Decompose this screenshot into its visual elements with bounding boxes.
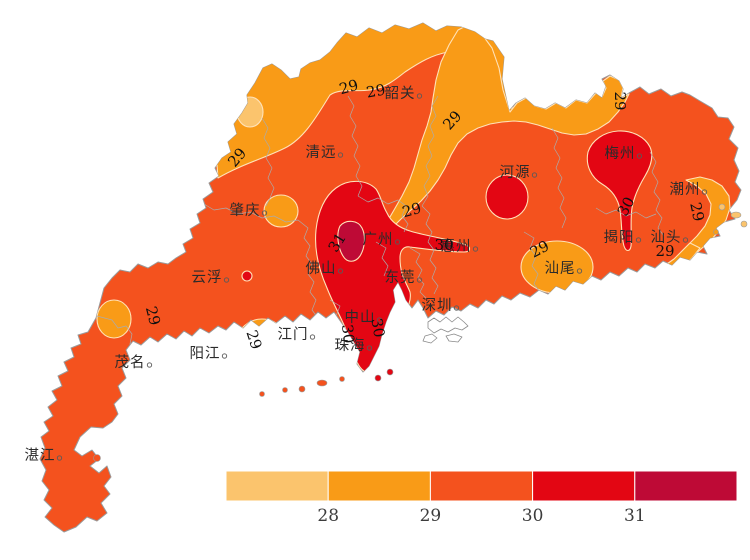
city-label-湛江: 湛江 bbox=[25, 447, 56, 464]
legend-color-swatch bbox=[429, 470, 534, 502]
legend-color-swatch bbox=[634, 470, 738, 502]
island bbox=[339, 376, 345, 382]
city-marker bbox=[221, 353, 228, 359]
city-label-肇庆: 肇庆 bbox=[230, 202, 261, 219]
island bbox=[713, 229, 719, 235]
contour-value-label: 29 bbox=[242, 328, 265, 352]
island bbox=[259, 391, 265, 397]
city-marker bbox=[309, 334, 316, 340]
city-marker bbox=[366, 345, 373, 351]
city-marker bbox=[56, 455, 63, 461]
city-label-梅州: 梅州 bbox=[605, 145, 636, 162]
city-label-佛山: 佛山 bbox=[306, 260, 337, 277]
legend-tick-label: 30 bbox=[522, 506, 544, 526]
contour-value-label: 29 bbox=[686, 201, 708, 223]
city-label-珠海: 珠海 bbox=[335, 337, 366, 354]
hongkong-outline bbox=[422, 316, 469, 344]
city-label-韶关: 韶关 bbox=[385, 85, 416, 102]
city-label-东莞: 东莞 bbox=[385, 269, 416, 286]
island bbox=[386, 368, 394, 376]
island bbox=[298, 385, 306, 393]
island bbox=[282, 387, 288, 393]
legend-tick-label: 31 bbox=[624, 506, 646, 526]
spot-30-31-yunfu bbox=[241, 270, 253, 282]
contour-value-label: 29 bbox=[655, 242, 674, 260]
city-marker bbox=[636, 153, 643, 159]
island bbox=[740, 220, 748, 228]
city-marker bbox=[337, 268, 344, 274]
city-marker bbox=[453, 305, 460, 311]
region-under-28-nw bbox=[236, 96, 264, 128]
city-marker bbox=[394, 239, 401, 245]
city-label-清远: 清远 bbox=[306, 144, 337, 161]
city-label-揭阳: 揭阳 bbox=[604, 229, 635, 246]
contour-value-label: 29 bbox=[611, 91, 629, 110]
island bbox=[316, 379, 328, 387]
city-label-茂名: 茂名 bbox=[115, 354, 146, 371]
islands bbox=[93, 203, 748, 462]
city-marker bbox=[146, 362, 153, 368]
city-label-河源: 河源 bbox=[500, 164, 531, 181]
patch-28-29-maoming-nw bbox=[96, 299, 132, 339]
island bbox=[718, 203, 726, 211]
city-marker bbox=[635, 237, 642, 243]
legend-color-swatch bbox=[327, 470, 431, 502]
city-label-江门: 江门 bbox=[278, 326, 309, 343]
region-30-31-meizhou bbox=[586, 130, 653, 252]
temperature-legend: 28 29 30 31 bbox=[225, 470, 738, 526]
city-marker bbox=[682, 237, 689, 243]
city-marker bbox=[701, 189, 708, 195]
city-label-深圳: 深圳 bbox=[422, 297, 453, 314]
legend-color-swatch bbox=[532, 470, 636, 502]
contour-value-label: 29 bbox=[337, 76, 360, 98]
city-label-惠州: 惠州 bbox=[441, 238, 472, 255]
region-30-31-heyuan bbox=[485, 174, 529, 220]
city-label-云浮: 云浮 bbox=[192, 269, 223, 286]
city-label-汕头: 汕头 bbox=[651, 229, 682, 246]
island bbox=[730, 211, 742, 219]
contour-value-label: 30 bbox=[434, 236, 453, 254]
contour-value-label: 29 bbox=[142, 304, 164, 327]
city-label-中山: 中山 bbox=[345, 309, 376, 326]
legend-tick-label: 28 bbox=[317, 506, 339, 526]
city-marker bbox=[576, 268, 583, 274]
city-marker bbox=[376, 317, 383, 323]
city-label-潮州: 潮州 bbox=[670, 181, 701, 198]
city-label-阳江: 阳江 bbox=[190, 345, 221, 362]
city-marker bbox=[223, 277, 230, 283]
city-marker bbox=[472, 246, 479, 252]
contour-value-label: 29 bbox=[365, 80, 387, 101]
region-31-plus-core bbox=[337, 220, 365, 262]
contour-value-label: 30 bbox=[338, 323, 358, 344]
city-label-汕尾: 汕尾 bbox=[545, 260, 576, 277]
city-marker bbox=[337, 152, 344, 158]
city-marker bbox=[531, 172, 538, 178]
contour-value-label: 30 bbox=[367, 317, 388, 339]
legend-color-swatch bbox=[225, 470, 329, 502]
legend-tick-label: 29 bbox=[420, 506, 442, 526]
city-marker bbox=[416, 277, 423, 283]
island bbox=[374, 374, 382, 382]
island bbox=[93, 454, 101, 462]
city-label-广州: 广州 bbox=[363, 231, 394, 248]
city-marker bbox=[261, 210, 268, 216]
contour-value-label: 29 bbox=[400, 199, 423, 221]
city-marker bbox=[416, 93, 423, 99]
